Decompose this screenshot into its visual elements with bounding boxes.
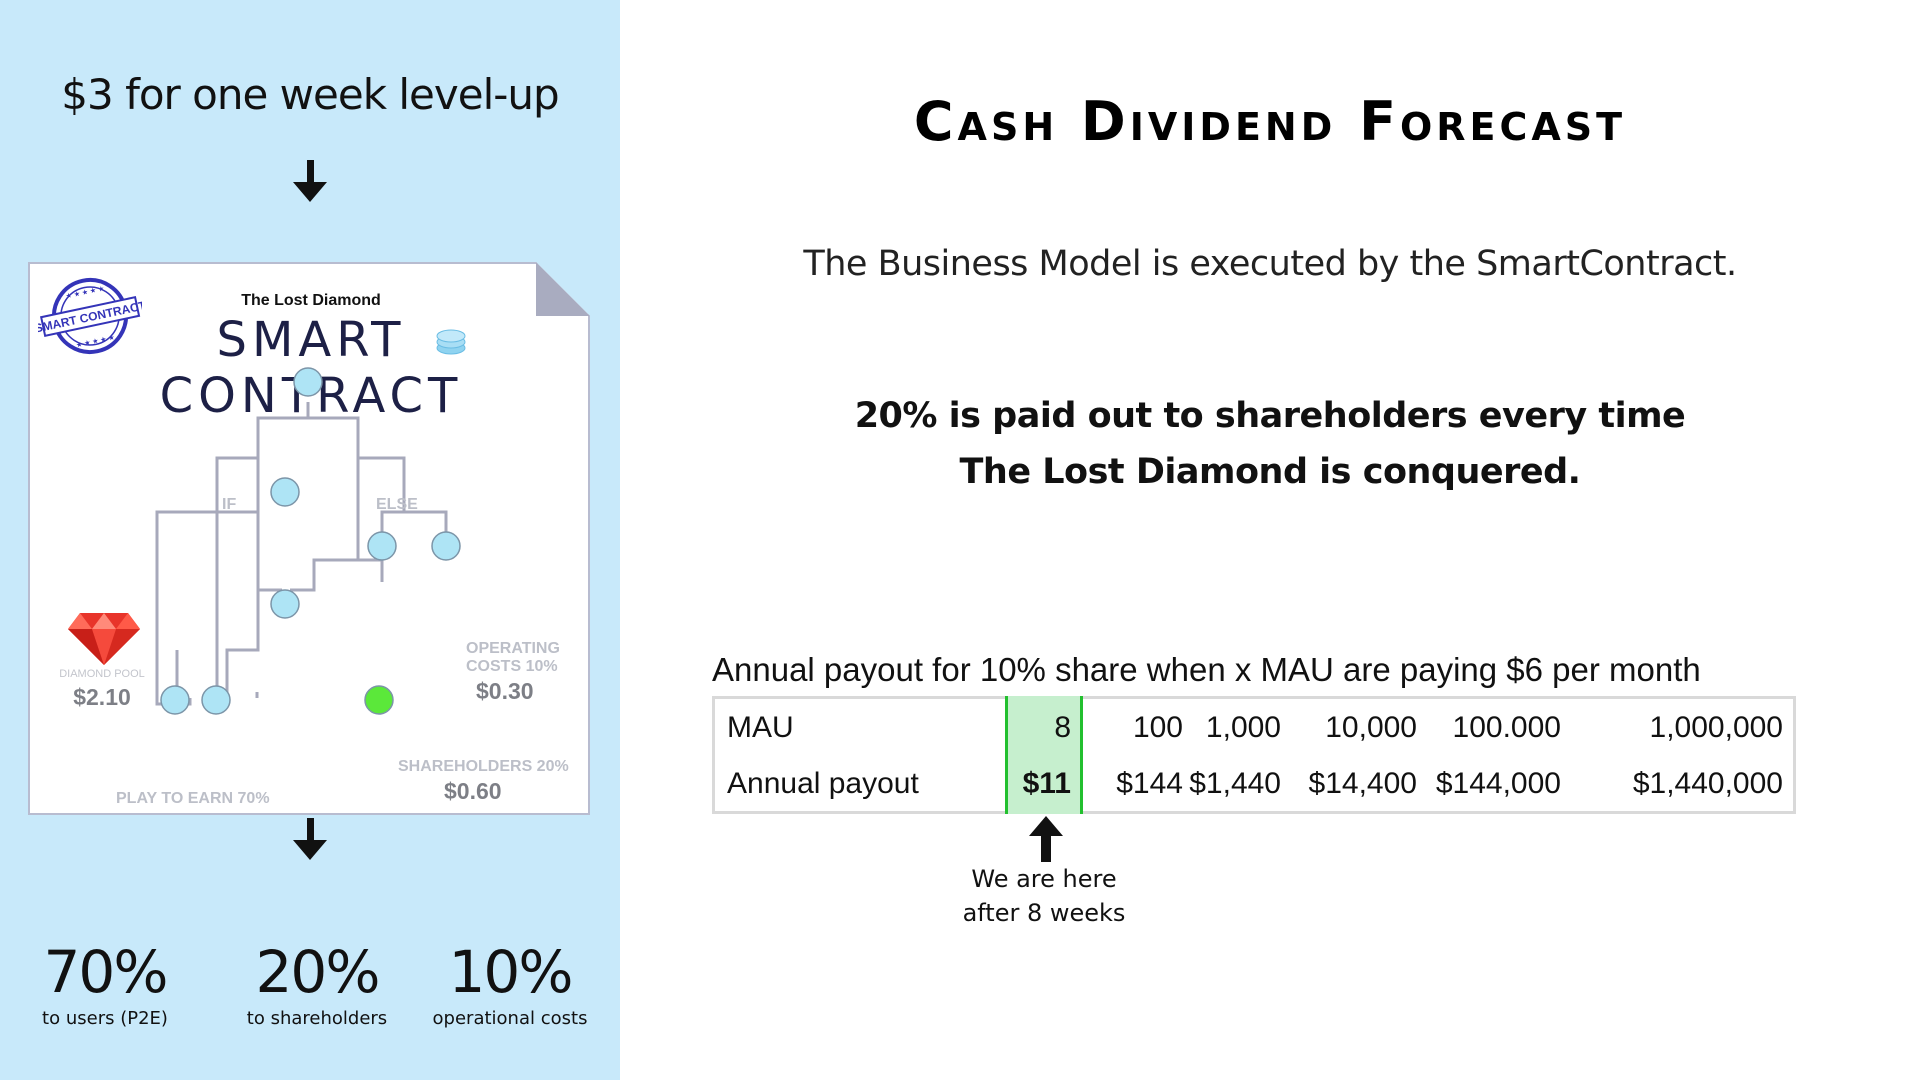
- row-header-payout: Annual payout: [727, 767, 919, 800]
- up-arrow-icon: [1029, 816, 1063, 862]
- highlight-line-2: The Lost Diamond is conquered.: [959, 452, 1581, 492]
- split-operational: 10% operational costs: [420, 940, 600, 1029]
- mau-cell: 8: [1054, 711, 1071, 744]
- current-column-highlight: [1005, 696, 1083, 814]
- operating-value: $0.30: [476, 678, 534, 704]
- page-title: Cash Dividend Forecast: [913, 90, 1627, 153]
- payout-cell: $144,000: [1435, 767, 1561, 800]
- contract-flow-diagram: [155, 367, 461, 715]
- split-users-label: to users (P2E): [42, 1008, 168, 1029]
- shareholders-value: $0.60: [444, 778, 502, 804]
- mau-cell: 10,000: [1325, 711, 1417, 744]
- split-users-pct: 70%: [43, 938, 169, 1006]
- price-title: $3 for one week level-up: [61, 70, 559, 119]
- page-subtitle: The Business Model is executed by the Sm…: [803, 244, 1737, 284]
- split-operational-label: operational costs: [432, 1008, 588, 1029]
- smart-contract-document: SMART CONTRACT ★ ★ ★ ★ ★ ★ ★ ★ ★ ★ The L…: [28, 262, 590, 815]
- shareholders-label: SHAREHOLDERS 20%: [398, 758, 569, 775]
- mau-cell: 1,000,000: [1649, 711, 1783, 744]
- highlight-line-1: 20% is paid out to shareholders every ti…: [854, 396, 1686, 436]
- diamond-pool-label: DIAMOND POOL: [59, 668, 145, 680]
- split-users: 70% to users (P2E): [20, 940, 190, 1029]
- payout-cell: $1,440,000: [1632, 767, 1783, 800]
- row-header-mau: MAU: [727, 711, 794, 744]
- table-caption: Annual payout for 10% share when x MAU a…: [712, 651, 1701, 688]
- payout-cell: $14,400: [1308, 767, 1417, 800]
- if-label: IF: [222, 496, 237, 513]
- document-fold: [536, 262, 590, 316]
- red-diamond-icon: [68, 613, 140, 665]
- split-shareholders-label: to shareholders: [246, 1008, 388, 1029]
- mau-cell: 100.000: [1452, 711, 1561, 744]
- play-to-earn-label: PLAY TO EARN 70%: [116, 790, 270, 807]
- split-shareholders: 20% to shareholders: [232, 940, 402, 1029]
- payout-cell: $144: [1116, 767, 1183, 800]
- mau-cell: 100: [1132, 711, 1183, 744]
- smart-contract-stamp-icon: SMART CONTRACT ★ ★ ★ ★ ★ ★ ★ ★ ★ ★: [38, 278, 142, 354]
- split-operational-pct: 10%: [448, 938, 574, 1006]
- else-label: ELSE: [376, 496, 418, 513]
- highlight-text: 20% is paid out to shareholders every ti…: [735, 388, 1805, 500]
- payout-cell: $1,440: [1189, 767, 1281, 800]
- diamond-pool-value: $2.10: [73, 684, 131, 710]
- payout-table: MAU Annual payout 8 100 1,000 10,000 100…: [712, 696, 1796, 814]
- operating-label: OPERATING COSTS 10%: [466, 640, 560, 675]
- split-shareholders-pct: 20%: [255, 938, 381, 1006]
- payout-cell: $11: [1022, 767, 1071, 800]
- coins-icon: [436, 329, 466, 355]
- current-position-label: We are here after 8 weeks: [962, 865, 1126, 927]
- left-panel: $3 for one week level-up SMART CONTRACT …: [0, 0, 620, 1080]
- mau-cell: 1,000: [1205, 711, 1281, 744]
- contract-subtitle: The Lost Diamond: [241, 292, 381, 309]
